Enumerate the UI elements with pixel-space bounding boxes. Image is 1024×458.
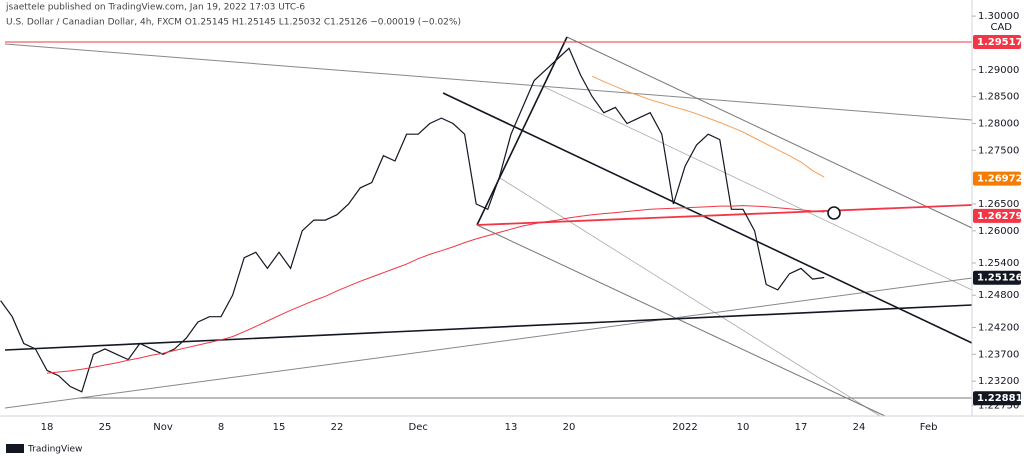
price-marker (973, 270, 1021, 285)
y-tick-label: 1.23200 (978, 376, 1019, 387)
x-tick-label: 10 (737, 422, 750, 433)
price-marker (973, 208, 1021, 223)
series-line (0, 47, 825, 393)
price-marker-label: 1.26279 (977, 211, 1023, 222)
y-tick-label: 1.28000 (978, 118, 1019, 129)
y-tick-label: 1.24200 (978, 322, 1019, 333)
y-tick-label: 1.27500 (978, 145, 1019, 156)
x-tick-label: Dec (409, 422, 428, 433)
price-marker-label: 1.26972 (977, 174, 1023, 185)
price-marker (973, 171, 1021, 186)
x-tick-label: 24 (853, 422, 866, 433)
chart-title: U.S. Dollar / Canadian Dollar, 4h, FXCM … (6, 18, 461, 28)
x-tick-label: 22 (331, 422, 344, 433)
x-tick-label: 15 (273, 422, 286, 433)
price-marker-label: 1.29517 (977, 37, 1023, 48)
series-line (591, 75, 825, 178)
y-tick-label: 1.26000 (978, 226, 1019, 237)
y-tick-label: 1.23700 (978, 349, 1019, 360)
y-tick-label: 1.29000 (978, 65, 1019, 76)
x-tick-label: 17 (795, 422, 808, 433)
y-tick-label: 1.24800 (978, 290, 1019, 301)
x-tick-label: Feb (920, 422, 938, 433)
x-tick-label: 8 (218, 422, 224, 433)
x-tick-label: Nov (153, 422, 173, 433)
price-marker-label: 1.25126 (977, 273, 1023, 284)
y-tick-label: 1.26500 (978, 199, 1019, 210)
price-marker (973, 391, 1021, 406)
currency: CAD (990, 22, 1012, 33)
y-tick-label: 1.25400 (978, 258, 1019, 269)
logo (6, 444, 24, 453)
x-tick-label: 18 (41, 422, 54, 433)
y-tick-label: 1.28500 (978, 92, 1019, 103)
x-tick-label: 13 (505, 422, 518, 433)
price-marker (973, 35, 1021, 50)
drawings (4, 36, 973, 417)
x-tick-label: 20 (563, 422, 576, 433)
publisher: jsaettele published on TradingView.com, … (5, 3, 305, 13)
x-tick-label: 2022 (672, 422, 697, 433)
footer: TradingView (27, 445, 82, 455)
price-marker-label: 1.22881 (977, 393, 1023, 404)
x-tick-label: 25 (99, 422, 112, 433)
y-tick-label: 1.30000 (978, 11, 1019, 22)
series-line (46, 205, 825, 374)
y-tick-label: 1.22750 (978, 400, 1019, 411)
